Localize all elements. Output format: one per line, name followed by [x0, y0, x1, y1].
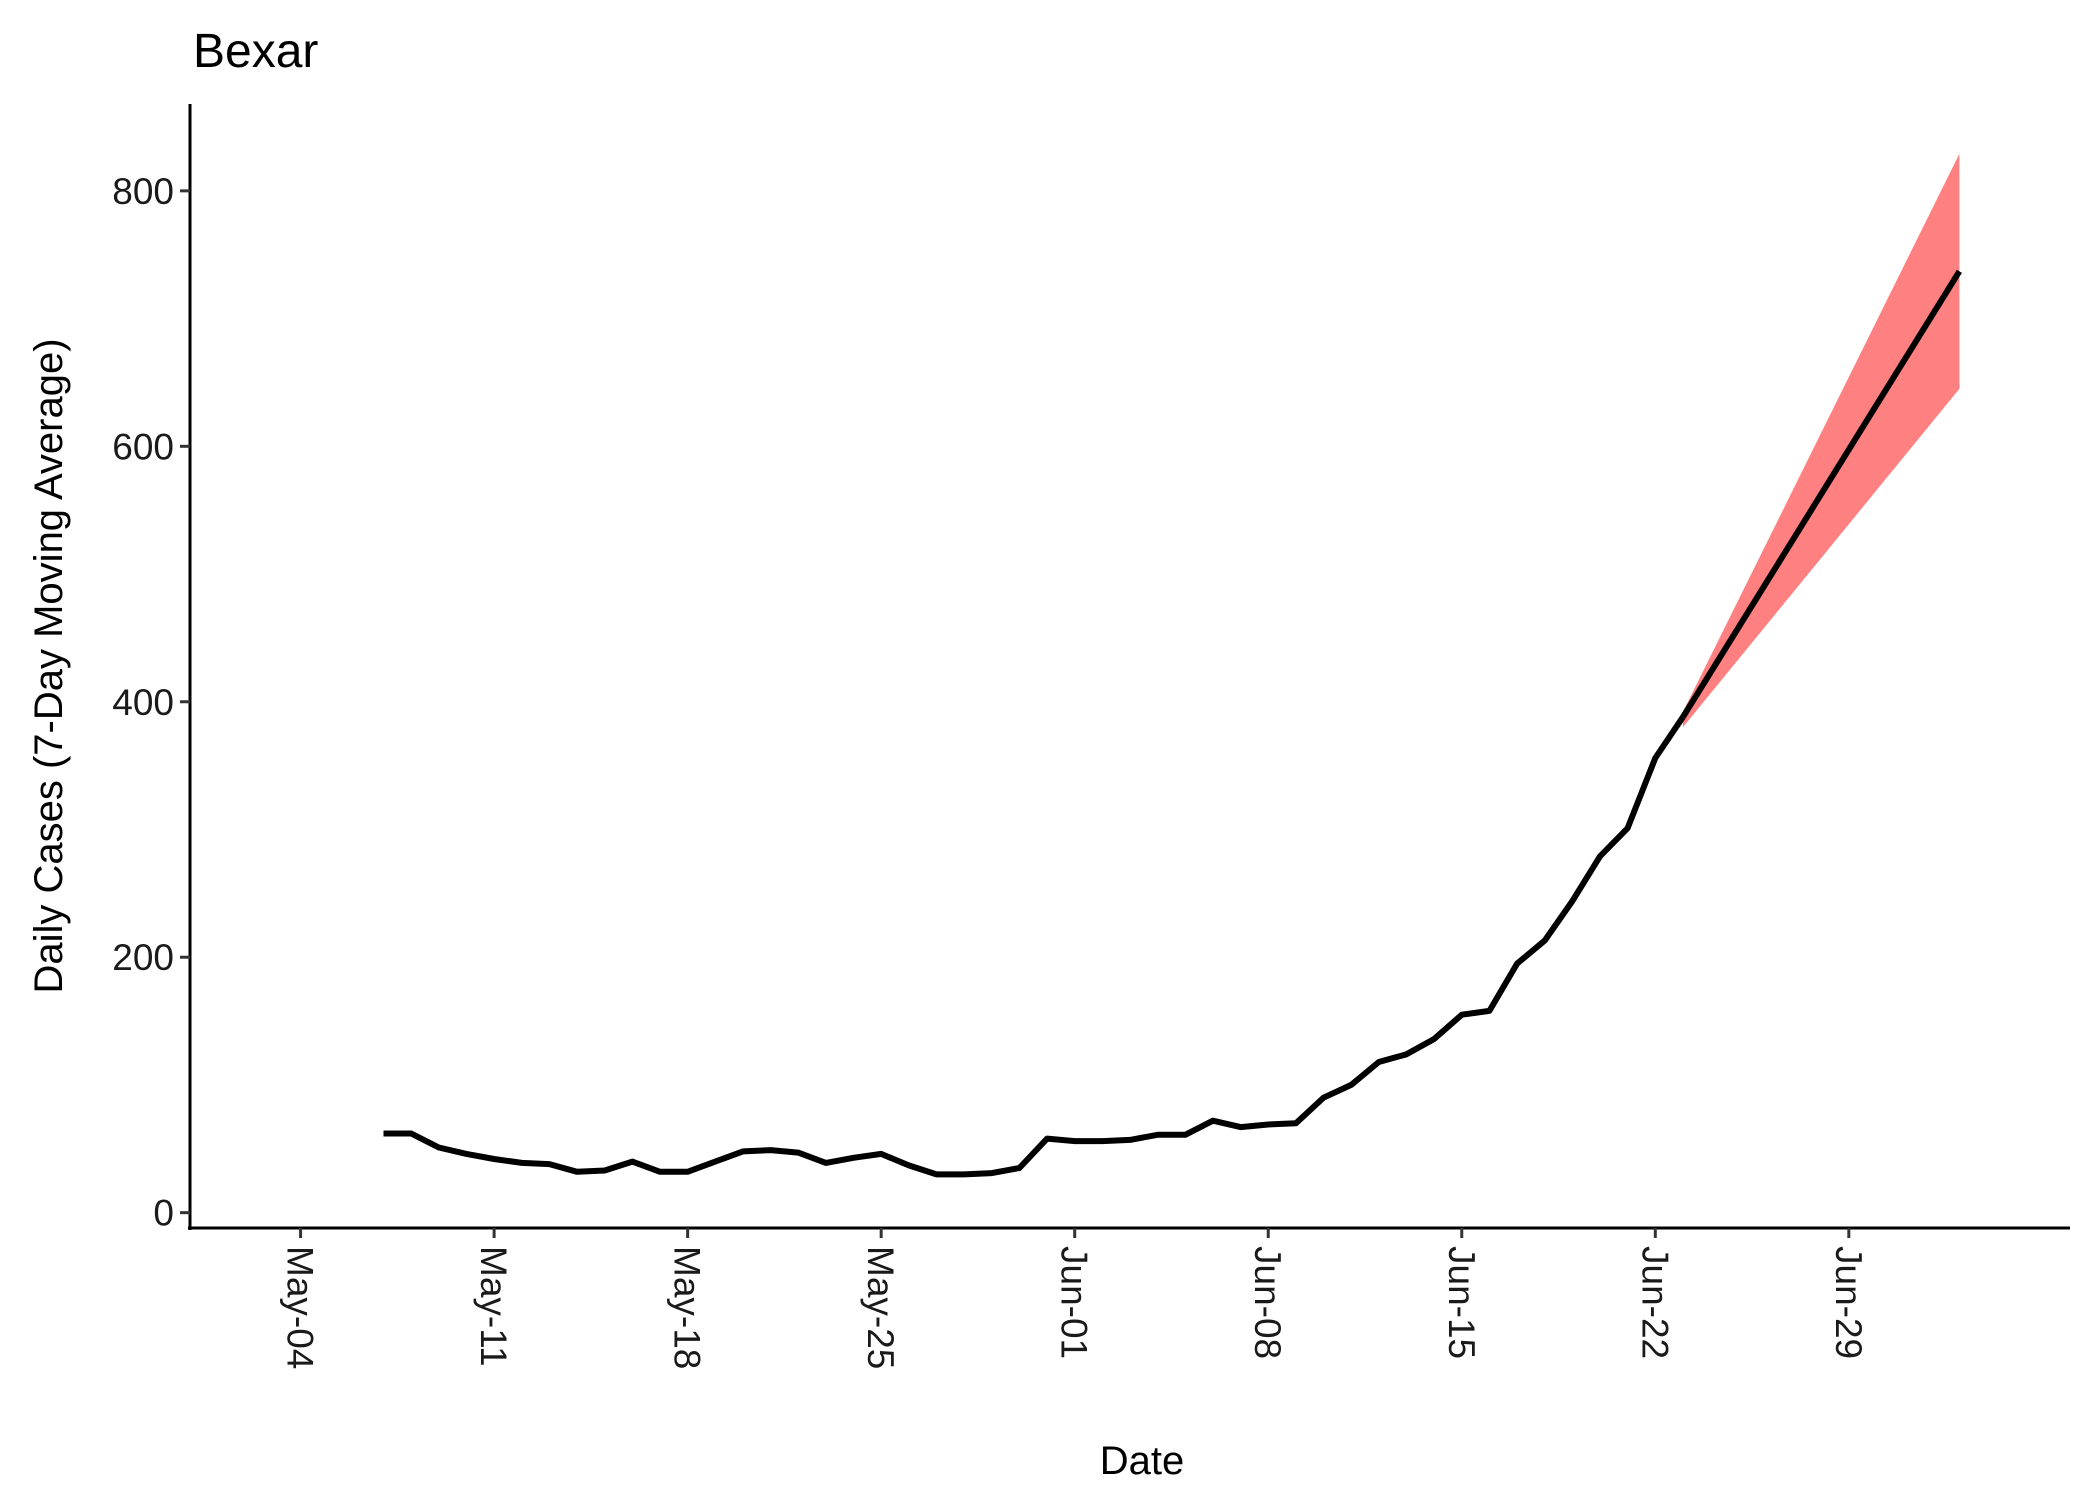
y-tick-label: 800	[112, 171, 174, 212]
observed-series-line	[383, 715, 1686, 1178]
x-tick-label: Jun-29	[1828, 1246, 1869, 1359]
x-axis-title: Date	[1100, 1439, 1185, 1483]
chart-title: Bexar	[193, 25, 318, 78]
projection-band-layer	[1682, 153, 1960, 728]
y-tick-label: 200	[112, 937, 174, 978]
x-tick-label: Jun-08	[1247, 1246, 1288, 1359]
projection-series-line	[1680, 269, 1962, 719]
projection-band	[1682, 153, 1960, 728]
y-axis-ticks: 0 200 400 600 800	[112, 171, 190, 1234]
y-axis-title: Daily Cases (7-Day Moving Average)	[27, 338, 71, 993]
x-axis-ticks: May-04 May-11 May-18 May-25 Jun-01 Jun-08 Jun-…	[280, 1228, 1869, 1369]
x-tick-label: Jun-01	[1054, 1246, 1095, 1359]
y-tick-label: 0	[153, 1193, 174, 1234]
x-tick-label: May-25	[860, 1246, 901, 1369]
x-tick-label: Jun-22	[1634, 1246, 1675, 1359]
y-tick-label: 600	[112, 426, 174, 467]
x-tick-label: May-18	[667, 1246, 708, 1369]
y-tick-label: 400	[112, 682, 174, 723]
x-tick-label: Jun-15	[1441, 1246, 1482, 1359]
x-tick-label: May-04	[280, 1246, 321, 1369]
plot-area	[383, 153, 1962, 1178]
series-layer	[383, 269, 1962, 1178]
x-tick-label: May-11	[473, 1246, 514, 1367]
